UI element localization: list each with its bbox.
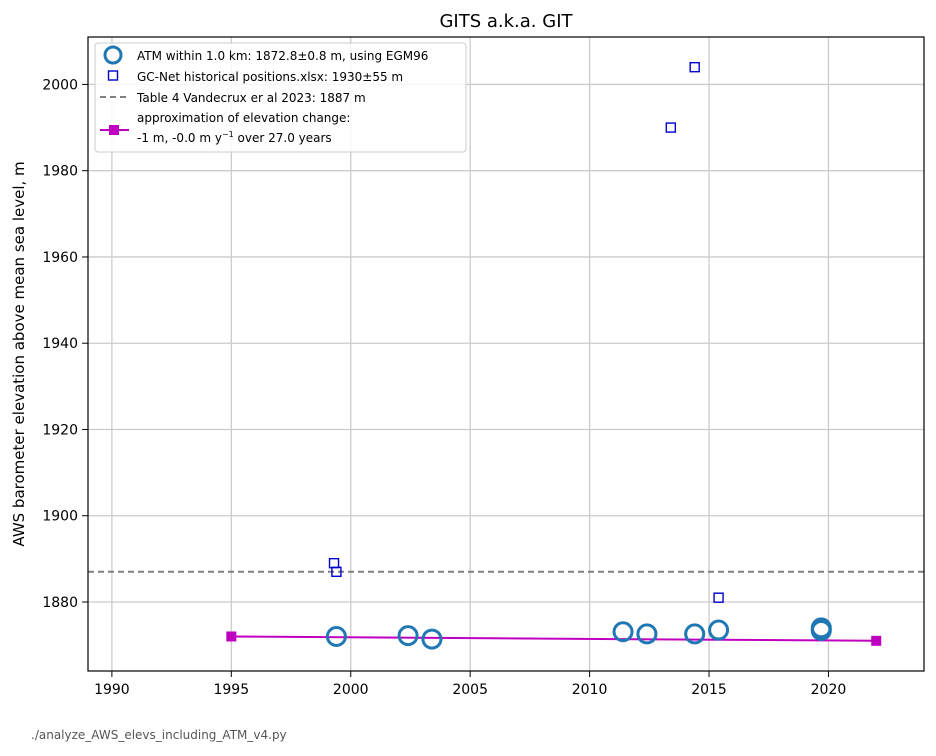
x-tick-label: 1995 [213, 682, 249, 698]
y-axis: 1880 1900 1920 1940 1960 1980 2000 [42, 77, 88, 611]
y-axis-label: AWS barometer elevation above mean sea l… [10, 161, 28, 546]
x-tick-label: 1990 [94, 682, 130, 698]
y-tick-label: 1980 [42, 164, 78, 180]
script-path-footer: ./analyze_AWS_elevs_including_ATM_v4.py [31, 728, 287, 742]
legend-trend-marker [109, 125, 119, 135]
atm-point [421, 628, 443, 650]
legend-atm-label: ATM within 1.0 km: 1872.8±0.8 m, using E… [137, 49, 428, 63]
legend-box [94, 42, 467, 153]
y-tick-label: 1900 [42, 509, 78, 525]
data-marks-layer [226, 61, 882, 650]
y-tick-label: 1920 [42, 422, 78, 438]
trend-marker [871, 635, 882, 646]
gcnet-point [689, 61, 700, 73]
atm-point [684, 623, 706, 645]
legend-gcnet-label: GC-Net historical positions.xlsx: 1930±5… [137, 70, 403, 84]
legend-trend-text-prefix: -1 m, -0.0 m y [137, 131, 222, 145]
gcnet-point [331, 566, 342, 578]
grid [88, 37, 924, 671]
atm-point [397, 625, 419, 647]
legend-trend-label-line2: -1 m, -0.0 m y−1 over 27.0 years [137, 130, 332, 145]
gcnet-point [713, 592, 724, 603]
atm-point [636, 623, 658, 645]
legend-trend-label-line1: approximation of elevation change: [137, 111, 350, 125]
x-tick-label: 2020 [811, 682, 847, 698]
y-tick-label: 1940 [42, 336, 78, 352]
y-tick-label: 1960 [42, 250, 78, 266]
trend-line [231, 635, 877, 642]
x-tick-label: 2000 [333, 682, 369, 698]
gcnet-point [665, 122, 677, 133]
atm-point [810, 619, 832, 641]
y-tick-label: 2000 [42, 77, 78, 93]
legend: ATM within 1.0 km: 1872.8±0.8 m, using E… [94, 42, 467, 153]
plot-frame [87, 36, 925, 672]
legend-trend-text-superscript: −1 [222, 130, 234, 139]
legend-trend-text-suffix: over 27.0 years [234, 131, 332, 145]
x-tick-label: 2005 [452, 682, 488, 698]
atm-point [612, 621, 634, 643]
x-tick-label: 2010 [572, 682, 608, 698]
legend-reference-label: Table 4 Vandecrux er al 2023: 1887 m [136, 91, 366, 105]
chart-title: GITS a.k.a. GIT [439, 11, 573, 32]
legend-gcnet-marker [107, 70, 119, 81]
atm-point [708, 619, 730, 641]
atm-point [325, 625, 347, 647]
y-tick-label: 1880 [42, 595, 78, 611]
trend-marker [226, 631, 237, 642]
x-tick-label: 2015 [691, 682, 727, 698]
gcnet-point [328, 557, 340, 569]
legend-atm-marker [103, 45, 123, 65]
x-axis: 1990 1995 2000 2005 2010 2015 2020 [94, 671, 846, 698]
